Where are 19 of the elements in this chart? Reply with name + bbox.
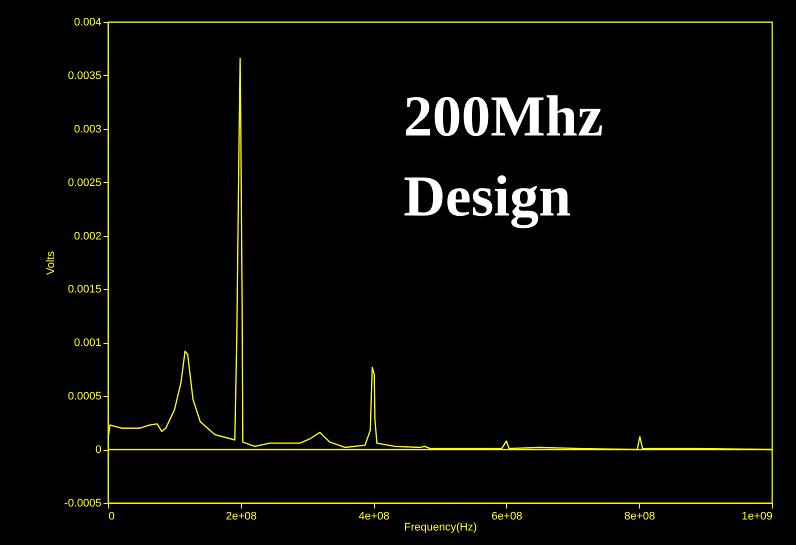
y-tick-label: 0.004 — [74, 16, 102, 28]
y-tick-label: 0.001 — [74, 337, 102, 350]
y-tick-label: 0.0025 — [68, 176, 102, 189]
y-tick-label: 0 — [95, 444, 102, 456]
y-tick-label: 0.002 — [74, 230, 102, 242]
y-tick-label: 0.0035 — [68, 70, 102, 82]
annotation: 200Mhz Design — [403, 83, 604, 228]
x-tick-label: 0 — [108, 510, 115, 522]
x-tick-label: 2e+08 — [226, 510, 257, 522]
x-tick-label: 4e+08 — [358, 510, 390, 522]
x-tick-label: 8e+08 — [624, 510, 656, 522]
x-tick-label: 1e+09 — [742, 510, 772, 522]
y-axis-title: Volts — [45, 250, 58, 275]
y-tick-label: 0.0005 — [68, 390, 102, 403]
y-tick-label: -0.0005 — [64, 498, 102, 510]
x-axis-title: Frequency(Hz) — [404, 522, 477, 534]
y-tick-label: 0.003 — [74, 123, 102, 136]
y-tick-label: 0.0015 — [68, 284, 102, 296]
x-tick-label: 6e+08 — [491, 510, 522, 522]
